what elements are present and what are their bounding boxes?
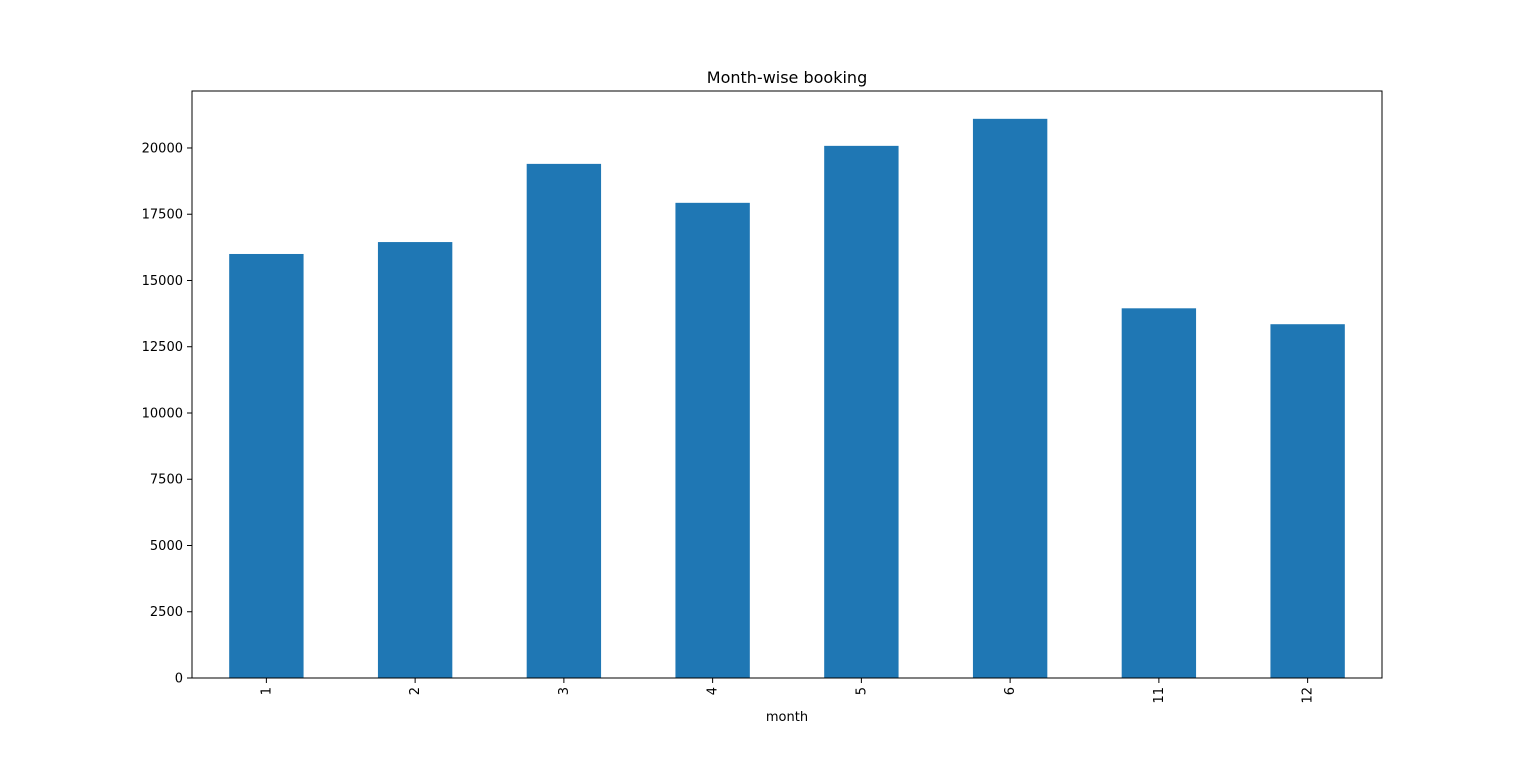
y-tick-label: 10000 (142, 406, 183, 421)
bar-month-1 (229, 253, 304, 679)
chart-title: Month-wise booking (707, 68, 867, 87)
y-tick-label: 20000 (142, 141, 183, 156)
x-axis-ticks: 1 2 3 4 5 6 11 12 (259, 678, 1316, 704)
x-tick-label: 11 (1152, 687, 1167, 704)
x-tick-label: 6 (1003, 687, 1018, 695)
y-tick-label: 0 (175, 672, 183, 687)
bars-layer (229, 118, 1345, 679)
y-tick-label: 5000 (150, 539, 183, 554)
y-tick-label: 7500 (150, 473, 183, 488)
y-tick-label: 15000 (142, 274, 183, 289)
x-tick-label: 3 (557, 687, 572, 695)
bar-month-2 (377, 242, 453, 678)
bar-month-12 (1270, 324, 1345, 678)
bar-month-6 (972, 118, 1048, 678)
x-tick-label: 5 (854, 687, 869, 695)
x-axis-title: month (766, 710, 808, 725)
bar-month-4 (675, 202, 750, 678)
bar-month-3 (526, 163, 602, 678)
bar-month-11 (1121, 308, 1197, 678)
bar-month-5 (824, 145, 899, 679)
y-axis-ticks: 0 2500 5000 7500 10000 12500 15000 17500 20000 (142, 141, 192, 687)
y-tick-label: 12500 (142, 340, 183, 355)
x-tick-label: 4 (706, 687, 721, 695)
y-tick-label: 17500 (142, 208, 183, 223)
x-tick-label: 1 (259, 687, 274, 695)
y-tick-label: 2500 (150, 605, 183, 620)
x-tick-label: 12 (1301, 687, 1316, 704)
x-tick-label: 2 (408, 687, 423, 695)
plot-area-frame (191, 90, 1383, 679)
